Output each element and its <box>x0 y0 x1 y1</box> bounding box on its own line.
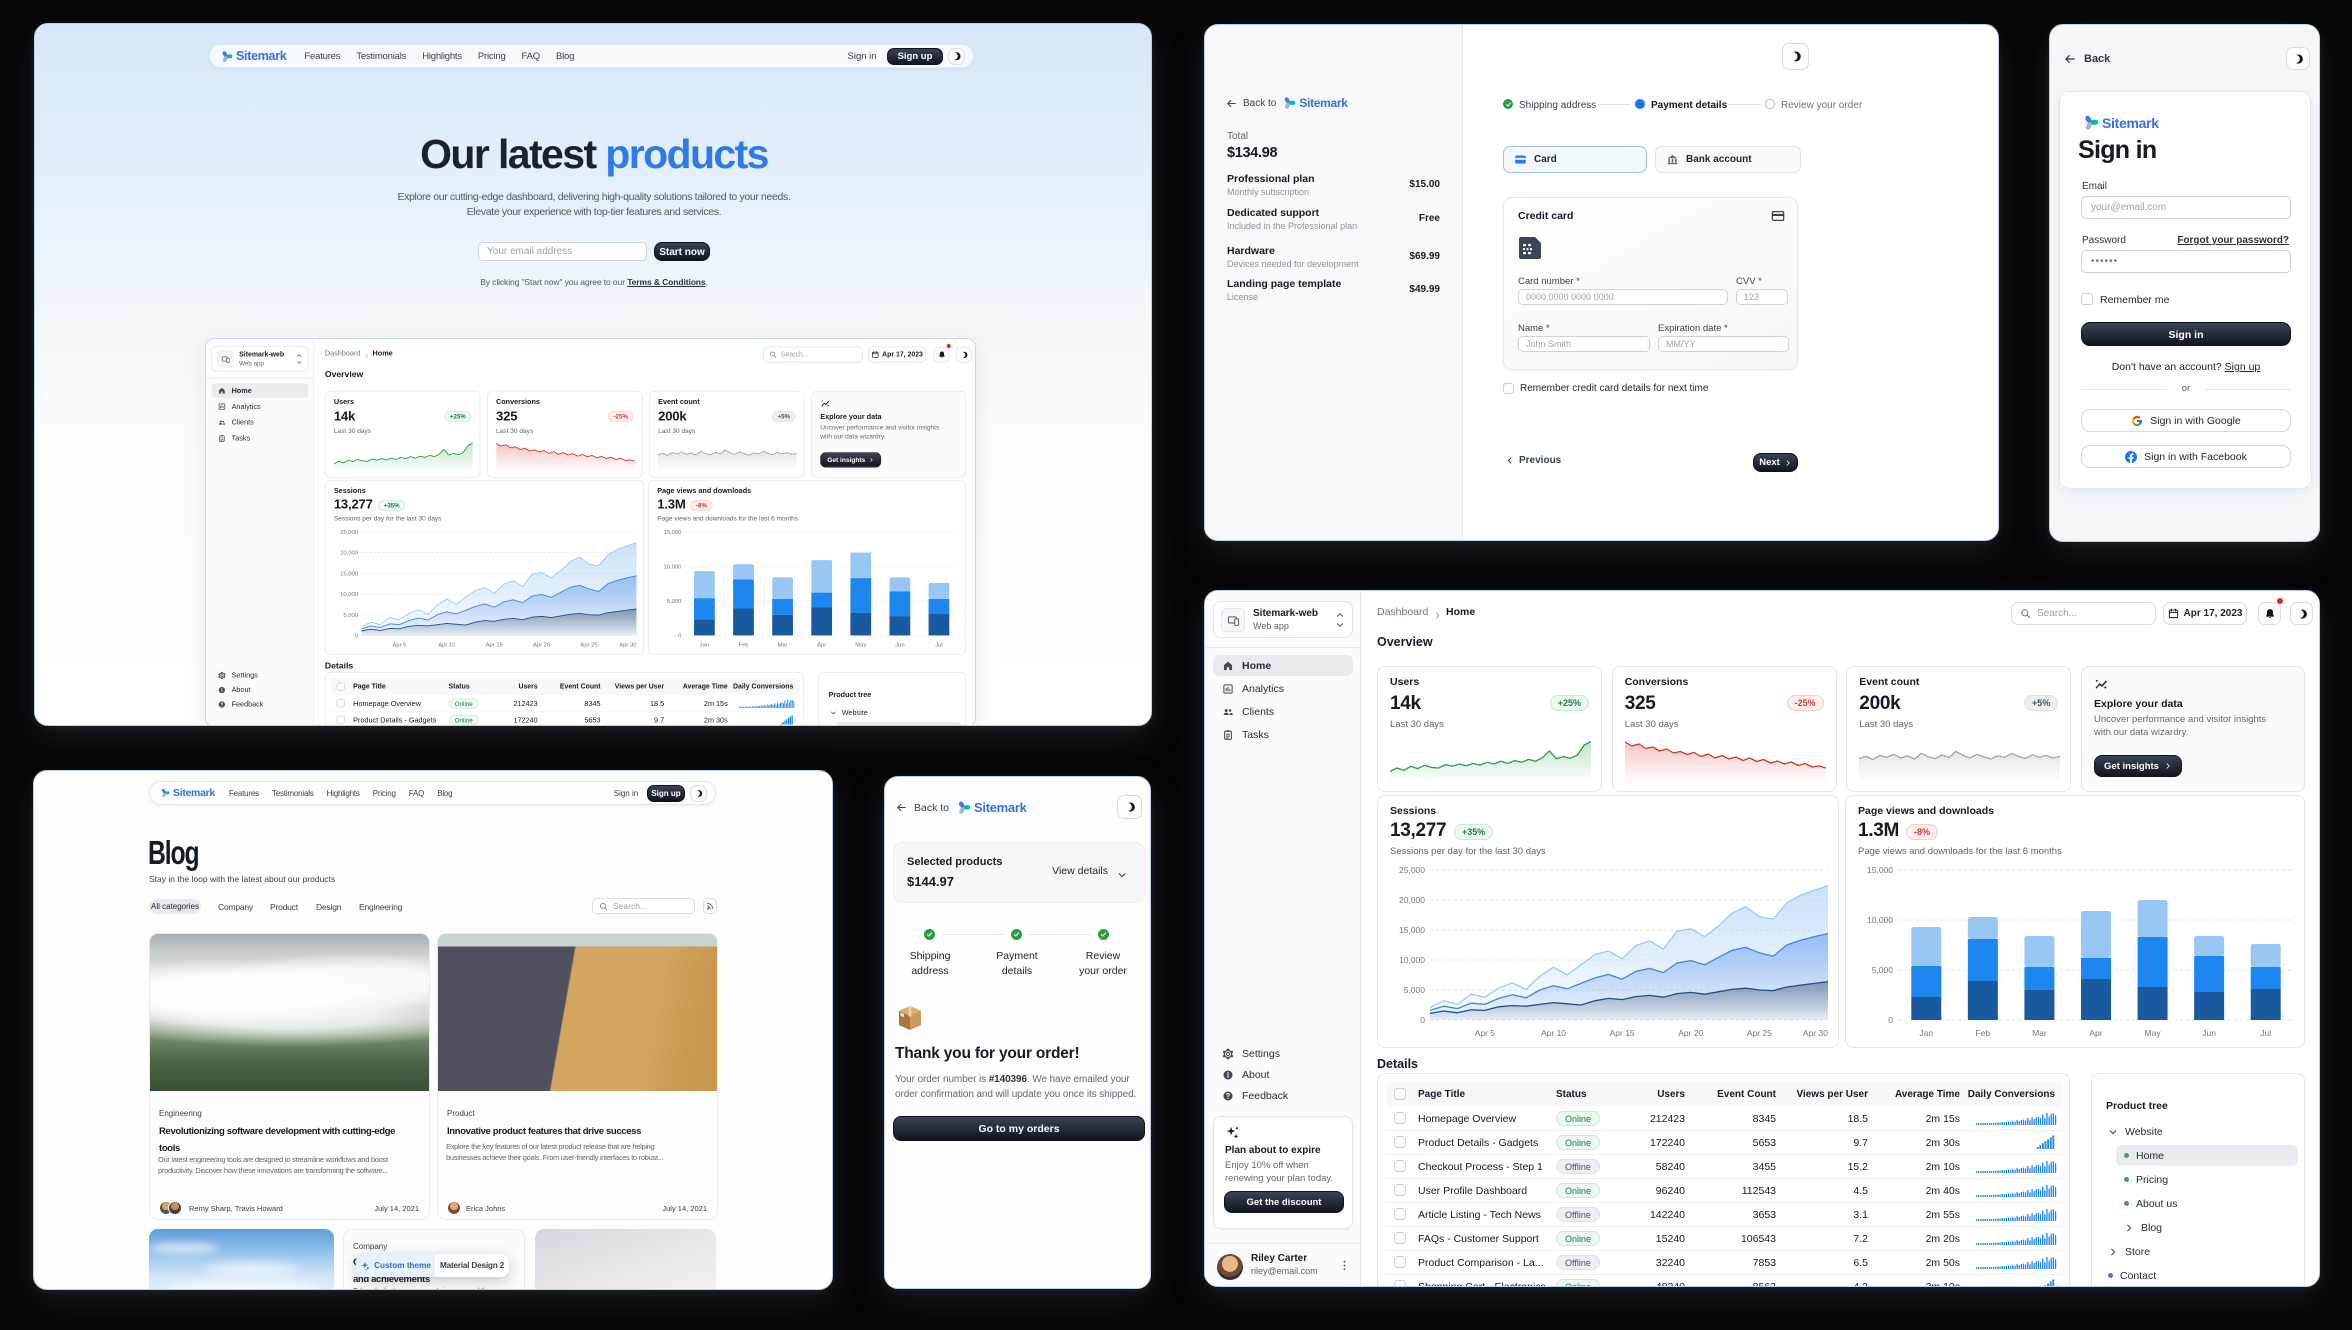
svg-text:20,000: 20,000 <box>340 551 359 557</box>
svg-text:Apr 5: Apr 5 <box>392 642 407 648</box>
svg-text:5,000: 5,000 <box>1404 985 1426 995</box>
svg-text:10,000: 10,000 <box>1867 915 1893 925</box>
svg-text:Mar: Mar <box>2032 1028 2047 1038</box>
svg-text:May: May <box>2145 1028 2162 1038</box>
svg-text:Jan: Jan <box>700 642 709 648</box>
svg-text:Apr 10: Apr 10 <box>1541 1028 1566 1038</box>
svg-text:Apr 25: Apr 25 <box>1747 1028 1772 1038</box>
svg-text:0: 0 <box>678 634 682 640</box>
svg-text:Apr 30: Apr 30 <box>1803 1028 1828 1038</box>
svg-text:0: 0 <box>1888 1015 1893 1025</box>
svg-text:Apr: Apr <box>817 642 826 648</box>
svg-text:Jul: Jul <box>2260 1028 2271 1038</box>
svg-text:Feb: Feb <box>1976 1028 1991 1038</box>
svg-text:Apr 30: Apr 30 <box>619 642 636 648</box>
svg-text:Apr 25: Apr 25 <box>580 642 598 648</box>
svg-text:15,000: 15,000 <box>340 571 359 577</box>
svg-text:10,000: 10,000 <box>1399 955 1425 965</box>
svg-text:0: 0 <box>1420 1015 1425 1025</box>
svg-text:Jan: Jan <box>1919 1028 1933 1038</box>
svg-text:Mar: Mar <box>778 642 788 648</box>
svg-text:5,000: 5,000 <box>667 599 682 605</box>
svg-text:Apr 15: Apr 15 <box>1610 1028 1635 1038</box>
svg-text:Apr 15: Apr 15 <box>486 642 504 648</box>
svg-text:15,000: 15,000 <box>663 530 682 536</box>
svg-text:5,000: 5,000 <box>1872 965 1894 975</box>
svg-text:20,000: 20,000 <box>1399 895 1425 905</box>
svg-text:10,000: 10,000 <box>340 592 359 598</box>
svg-text:25,000: 25,000 <box>1399 865 1425 875</box>
svg-text:15,000: 15,000 <box>1399 925 1425 935</box>
svg-text:May: May <box>855 642 866 648</box>
svg-text:Jun: Jun <box>895 642 904 648</box>
svg-text:Apr 10: Apr 10 <box>438 642 456 648</box>
svg-text:Apr 20: Apr 20 <box>1678 1028 1703 1038</box>
svg-text:15,000: 15,000 <box>1867 865 1893 875</box>
svg-text:Jun: Jun <box>2202 1028 2216 1038</box>
svg-text:Apr: Apr <box>2089 1028 2102 1038</box>
svg-text:5,000: 5,000 <box>343 613 358 619</box>
svg-text:Apr 5: Apr 5 <box>1475 1028 1496 1038</box>
svg-text:Feb: Feb <box>738 642 749 648</box>
svg-text:0: 0 <box>355 634 359 640</box>
svg-text:25,000: 25,000 <box>340 530 359 536</box>
svg-text:Apr 20: Apr 20 <box>533 642 551 648</box>
svg-text:Jul: Jul <box>935 642 942 648</box>
svg-text:10,000: 10,000 <box>663 564 682 570</box>
